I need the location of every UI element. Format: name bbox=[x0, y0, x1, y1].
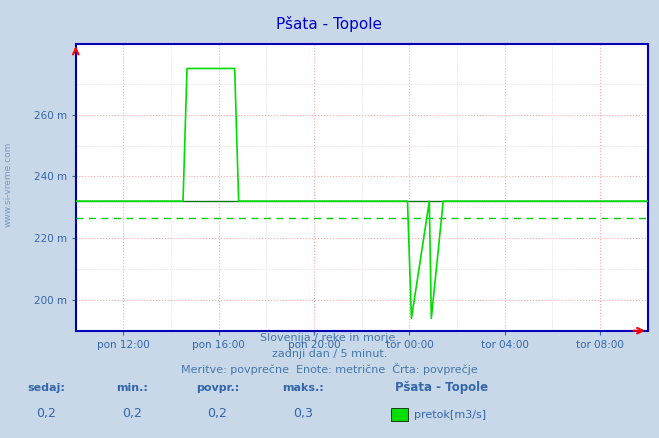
Text: Meritve: povprečne  Enote: metrične  Črta: povprečje: Meritve: povprečne Enote: metrične Črta:… bbox=[181, 363, 478, 375]
Text: sedaj:: sedaj: bbox=[27, 383, 65, 392]
Text: pretok[m3/s]: pretok[m3/s] bbox=[414, 410, 486, 420]
Text: povpr.:: povpr.: bbox=[196, 383, 239, 392]
Text: 0,2: 0,2 bbox=[208, 407, 227, 420]
Text: Pšata - Topole: Pšata - Topole bbox=[277, 16, 382, 32]
Text: www.si-vreme.com: www.si-vreme.com bbox=[4, 141, 13, 226]
Text: Slovenija / reke in morje.: Slovenija / reke in morje. bbox=[260, 333, 399, 343]
Text: Pšata - Topole: Pšata - Topole bbox=[395, 381, 488, 394]
Text: maks.:: maks.: bbox=[282, 383, 324, 392]
Text: min.:: min.: bbox=[116, 383, 148, 392]
Text: 0,3: 0,3 bbox=[293, 407, 313, 420]
Text: 0,2: 0,2 bbox=[36, 407, 56, 420]
Text: 0,2: 0,2 bbox=[122, 407, 142, 420]
Text: zadnji dan / 5 minut.: zadnji dan / 5 minut. bbox=[272, 349, 387, 359]
